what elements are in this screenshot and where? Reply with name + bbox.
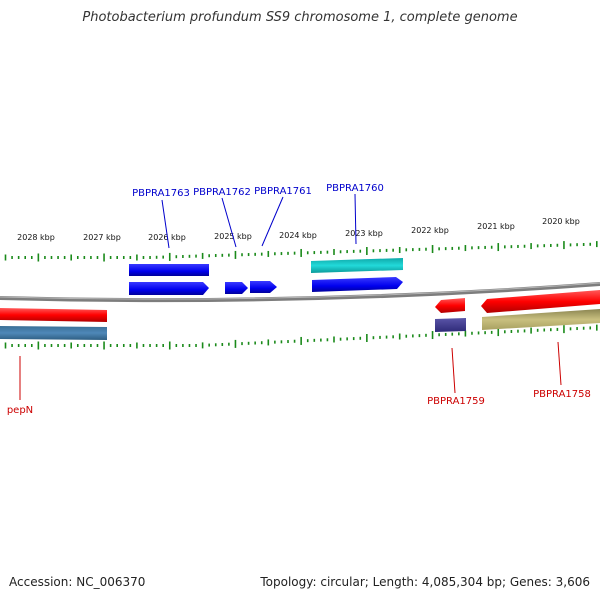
callout-pbpra1763 bbox=[161, 199, 170, 249]
gene-label-pepn[interactable]: pepN bbox=[7, 405, 33, 416]
kbp-tick-label: 2027 kbp bbox=[83, 233, 121, 242]
gene-label-pbpra1762[interactable]: PBPRA1762 bbox=[193, 187, 251, 198]
lower-tick-band bbox=[4, 324, 598, 350]
accession-text: Accession: NC_006370 bbox=[9, 575, 146, 589]
gene-label-pbpra1761[interactable]: PBPRA1761 bbox=[254, 186, 312, 197]
kbp-tick-label: 2022 kbp bbox=[411, 226, 449, 235]
kbp-tick-label: 2021 kbp bbox=[477, 222, 515, 231]
gene-pbpra1763-upper[interactable] bbox=[129, 264, 209, 276]
gene-label-pbpra1758[interactable]: PBPRA1758 bbox=[533, 389, 591, 400]
kbp-tick-label: 2028 kbp bbox=[17, 233, 55, 242]
callout-pbpra1761 bbox=[261, 196, 284, 247]
gene-pbpra1761[interactable] bbox=[250, 281, 277, 293]
gene-pbpra1762[interactable] bbox=[225, 282, 248, 294]
upper-tick-band bbox=[4, 241, 598, 262]
gene-pbpra1763[interactable] bbox=[129, 282, 209, 295]
kbp-tick-label: 2023 kbp bbox=[345, 229, 383, 238]
gene-pepn-red[interactable] bbox=[0, 308, 107, 322]
gene-forward-blue-long[interactable] bbox=[312, 277, 403, 292]
gene-label-pbpra1759[interactable]: PBPRA1759 bbox=[427, 396, 485, 407]
kbp-tick-label: 2024 kbp bbox=[279, 231, 317, 240]
gene-pbpra1760[interactable] bbox=[311, 258, 403, 273]
callout-pbpra1760 bbox=[354, 193, 357, 245]
gene-pbpra1759-red[interactable] bbox=[435, 298, 465, 313]
gene-label-pbpra1763[interactable]: PBPRA1763 bbox=[132, 188, 190, 199]
callout-pbpra1758 bbox=[557, 341, 562, 386]
callout-pbpra1762 bbox=[221, 197, 237, 248]
topology-text: Topology: circular; Length: 4,085,304 bp… bbox=[260, 575, 590, 589]
map-title: Photobacterium profundum SS9 chromosome … bbox=[82, 10, 518, 25]
gene-pbpra1759[interactable] bbox=[435, 318, 466, 332]
gene-label-pbpra1760[interactable]: PBPRA1760 bbox=[326, 183, 384, 194]
gene-pbpra1758[interactable] bbox=[482, 309, 600, 330]
callout-pbpra1759 bbox=[451, 347, 456, 394]
kbp-tick-label: 2020 kbp bbox=[542, 217, 580, 226]
chromosome-backbone bbox=[0, 282, 600, 303]
chromosome-backbone-highlight bbox=[0, 282, 600, 300]
gene-pbpra1758-red[interactable] bbox=[481, 290, 600, 313]
gene-pepn-steel[interactable] bbox=[0, 326, 107, 340]
